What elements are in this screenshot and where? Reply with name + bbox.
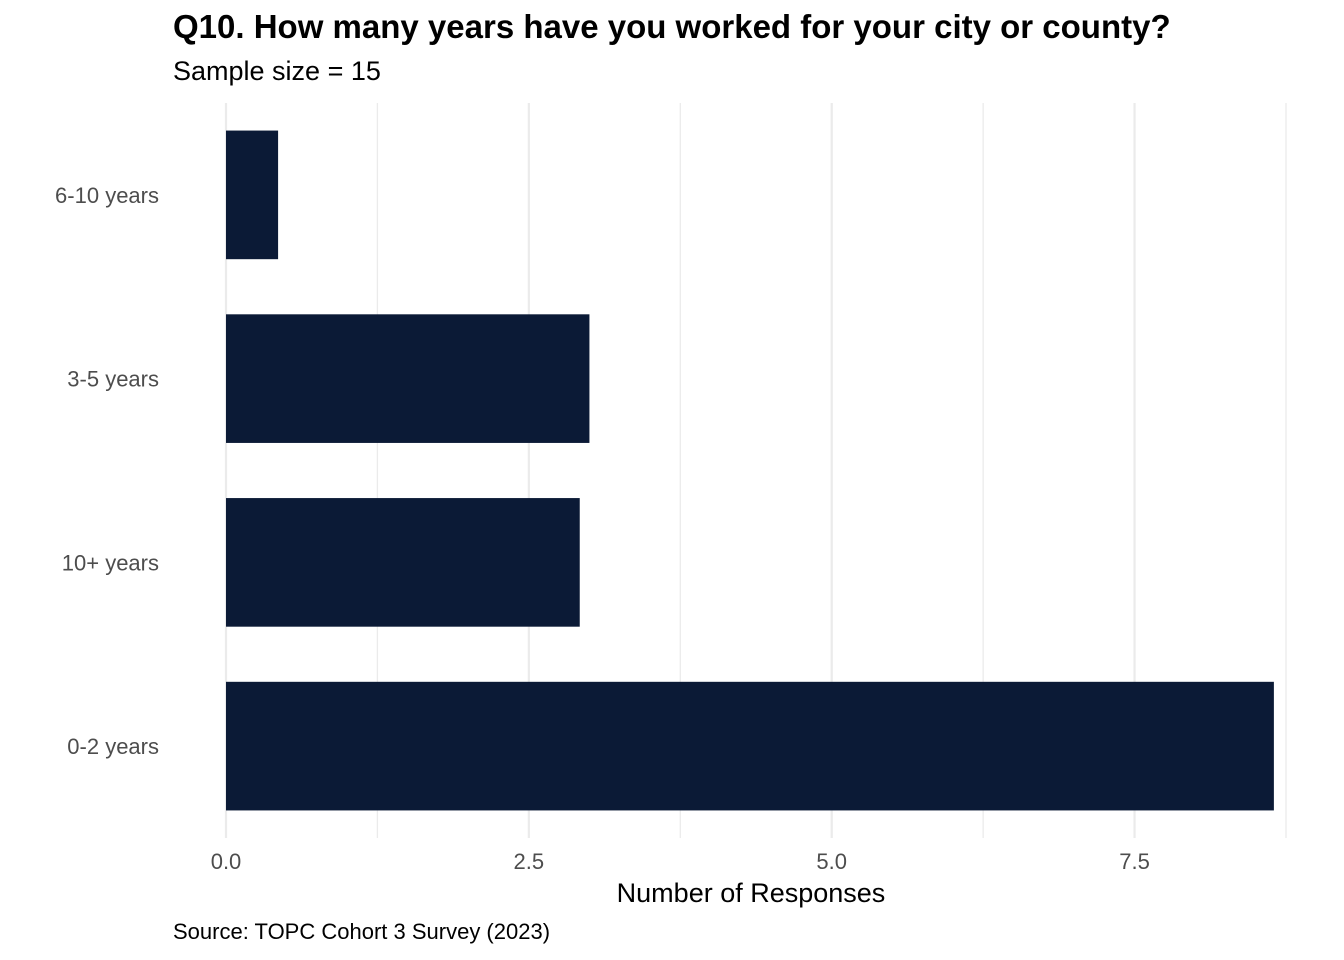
x-tick-label: 2.5 [514,849,545,874]
x-tick-label: 5.0 [816,849,847,874]
y-tick-label: 6-10 years [55,183,159,208]
y-tick-label: 0-2 years [67,734,159,759]
x-axis-title: Number of Responses [617,878,886,908]
bar-3-5-years [226,314,590,443]
bar-0-2-years [226,681,1274,811]
y-axis-tick-labels: 6-10 years 3-5 years 10+ years 0-2 years [55,183,159,759]
x-axis-tick-labels: 0.0 2.5 5.0 7.5 [211,849,1150,874]
chart-subtitle: Sample size = 15 [173,56,381,86]
bar-10-years [226,498,580,627]
y-tick-label: 3-5 years [67,367,159,392]
bar-6-10-years [226,130,279,260]
chart-title: Q10. How many years have you worked for … [173,8,1171,45]
x-tick-label: 7.5 [1119,849,1150,874]
bar-layer [226,130,1274,811]
chart-caption: Source: TOPC Cohort 3 Survey (2023) [173,919,551,944]
y-tick-label: 10+ years [62,550,159,575]
x-tick-label: 0.0 [211,849,242,874]
